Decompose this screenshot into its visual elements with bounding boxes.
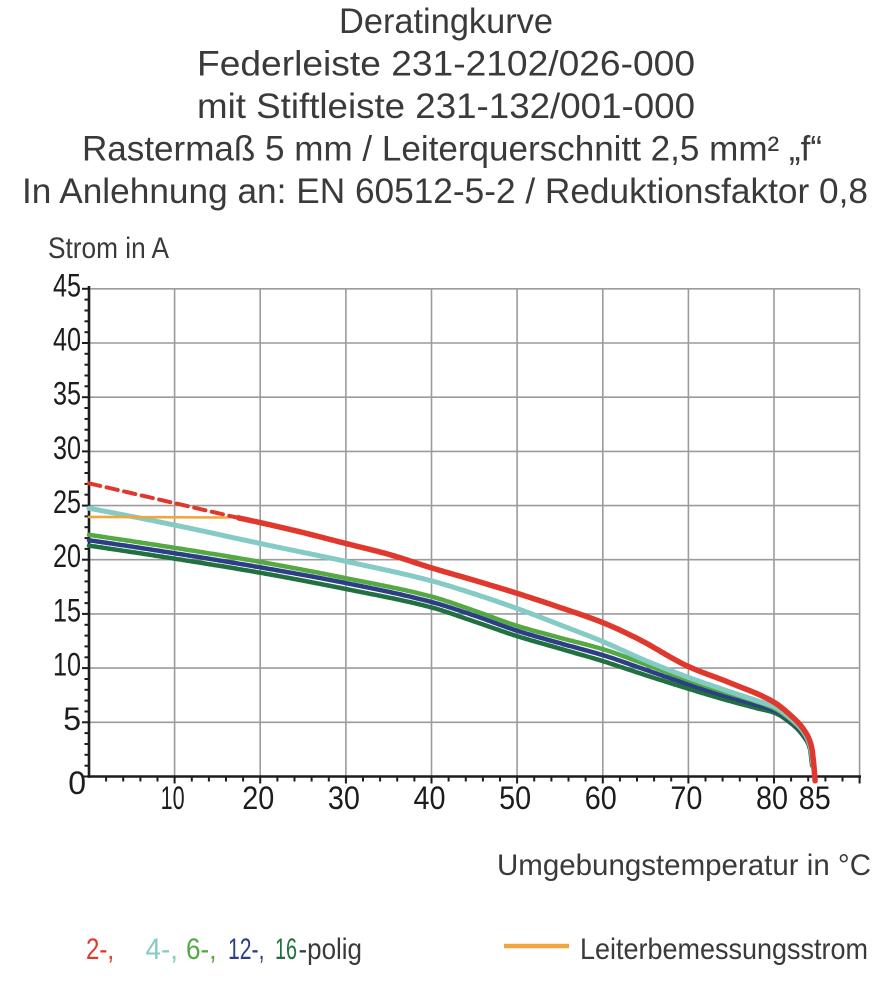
svg-text:0: 0: [68, 765, 86, 801]
svg-text:15: 15: [53, 592, 81, 628]
svg-text:6-,: 6-,: [186, 933, 217, 966]
svg-text:-polig: -polig: [299, 933, 363, 966]
svg-text:16: 16: [275, 933, 297, 966]
svg-text:10: 10: [53, 647, 81, 683]
svg-text:10: 10: [161, 780, 185, 816]
svg-text:20: 20: [242, 780, 274, 816]
svg-text:5: 5: [63, 701, 81, 737]
svg-text:4-,: 4-,: [146, 933, 179, 966]
svg-text:Strom in A: Strom in A: [48, 232, 169, 265]
svg-text:mit Stiftleiste 231-132/001-00: mit Stiftleiste 231-132/001-000: [197, 87, 695, 126]
svg-text:Rastermaß 5 mm / Leiterquersch: Rastermaß 5 mm / Leiterquerschnitt 2,5 m…: [82, 130, 822, 169]
svg-text:45: 45: [53, 267, 81, 303]
svg-text:Leiterbemessungsstrom: Leiterbemessungsstrom: [580, 933, 868, 966]
svg-text:Federleiste 231-2102/026-000: Federleiste 231-2102/026-000: [197, 45, 695, 84]
svg-text:30: 30: [53, 430, 81, 466]
svg-text:12-,: 12-,: [228, 933, 265, 966]
svg-text:In Anlehnung an: EN 60512-5-2: In Anlehnung an: EN 60512-5-2 / Reduktio…: [22, 172, 868, 211]
svg-text:85: 85: [799, 780, 831, 816]
svg-text:60: 60: [585, 780, 617, 816]
svg-text:40: 40: [414, 780, 446, 816]
svg-text:50: 50: [499, 780, 531, 816]
svg-text:70: 70: [670, 780, 702, 816]
svg-text:2-,: 2-,: [86, 933, 114, 966]
svg-text:80: 80: [756, 780, 788, 816]
svg-text:25: 25: [53, 484, 81, 520]
svg-text:40: 40: [53, 322, 81, 358]
svg-text:Umgebungstemperatur in °C: Umgebungstemperatur in °C: [497, 849, 871, 882]
svg-text:20: 20: [53, 538, 81, 574]
svg-text:30: 30: [328, 780, 360, 816]
svg-text:Deratingkurve: Deratingkurve: [339, 2, 553, 41]
svg-text:35: 35: [53, 376, 81, 412]
